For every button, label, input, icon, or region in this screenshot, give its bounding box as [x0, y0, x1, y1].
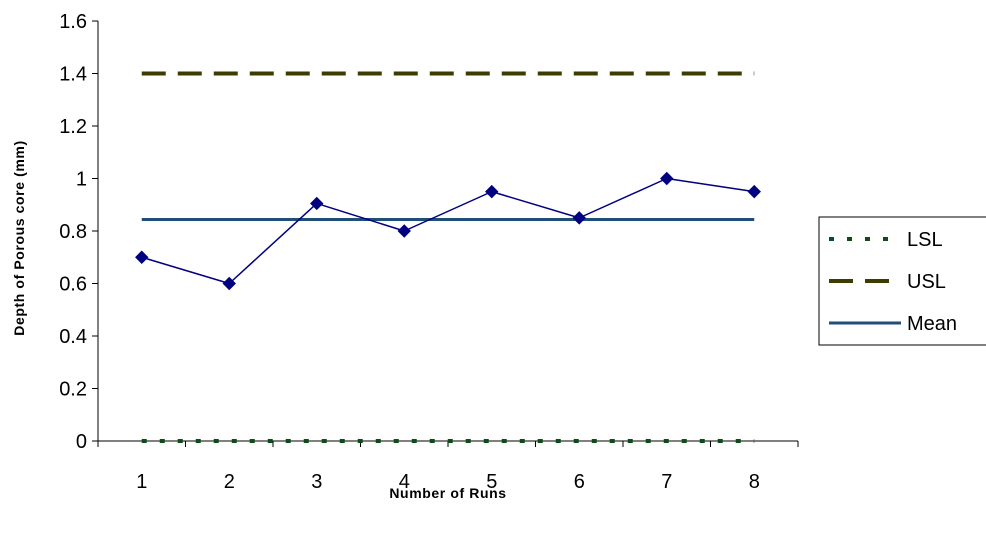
y-tick-label-4: 0.8	[59, 221, 87, 243]
x-tick-label-7: 7	[661, 471, 672, 493]
series-lines	[141, 71, 755, 443]
data-point-7	[660, 171, 674, 186]
y-tick-label-2: 0.4	[59, 326, 87, 348]
legend-label-lsl: LSL	[907, 229, 943, 251]
y-tick-label-8: 1.6	[59, 11, 87, 33]
x-tick-label-6: 6	[574, 471, 585, 493]
data-point-8	[747, 184, 761, 199]
data-point-2	[222, 276, 236, 291]
x-tick-label-1: 1	[136, 471, 147, 493]
tick-labels: 0 0.2 0.4 0.6 0.8 1 1.2 1.4 1.6 1 2 3 4 5 6 7 8	[59, 11, 760, 493]
y-tick-label-3: 0.6	[59, 274, 87, 296]
x-axis-title: Number of Runs	[389, 485, 506, 501]
x-tick-label-8: 8	[749, 471, 760, 493]
y-tick-label-6: 1.2	[59, 116, 87, 138]
data-point-6	[572, 211, 586, 225]
data-markers	[135, 171, 761, 291]
y-axis-title: Depth of Porous core (mm)	[11, 140, 27, 335]
y-tick-label-0: 0	[76, 431, 87, 453]
data-point-1	[135, 250, 149, 264]
legend: LSL USL Mean	[818, 216, 986, 346]
x-tick-label-3: 3	[311, 471, 322, 493]
legend-label-mean: Mean	[907, 313, 957, 335]
legend-label-usl: USL	[907, 271, 946, 293]
x-tick-label-5: 5	[486, 471, 497, 493]
axes	[92, 20, 799, 447]
y-tick-label-7: 1.4	[59, 64, 87, 86]
x-tick-label-4: 4	[399, 471, 410, 493]
data-point-3	[310, 196, 324, 211]
x-tick-label-2: 2	[224, 471, 235, 493]
y-tick-label-5: 1	[76, 169, 87, 191]
series-line-depth	[141, 177, 755, 285]
data-point-5	[485, 184, 499, 199]
data-point-4	[397, 224, 411, 238]
y-tick-label-1: 0.2	[59, 379, 87, 401]
